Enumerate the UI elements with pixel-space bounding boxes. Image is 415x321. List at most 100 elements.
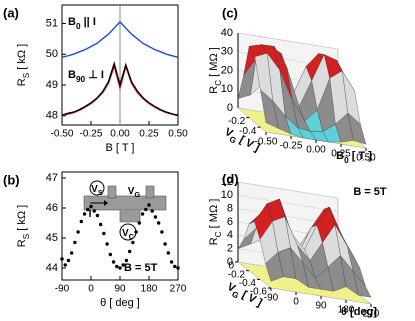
- text-part: R: [16, 78, 28, 86]
- grid-line: [237, 195, 339, 212]
- x-tick-label: 90: [315, 301, 327, 312]
- text-part: || I: [81, 16, 96, 28]
- x-axis-label: θ [ deg ]: [100, 297, 140, 309]
- text-part: 0: [344, 156, 349, 165]
- y-tick-label: 44: [46, 262, 58, 274]
- z-tick-label: 30: [221, 46, 233, 58]
- z-tick-label: 8: [227, 203, 233, 215]
- y-tick-label: 0: [228, 261, 234, 272]
- data-point: [69, 251, 74, 255]
- y-axis-label: RS [ kΩ ]: [16, 44, 31, 86]
- data-point: [98, 222, 103, 227]
- text-part: [ MΩ ]: [208, 47, 220, 80]
- z-tick-label: 12: [221, 176, 233, 188]
- x-tick-label: 0.25: [139, 129, 159, 140]
- y-tick-label: 48: [46, 110, 58, 122]
- x-tick-label: 270: [170, 284, 187, 295]
- x-tick-label: -0.25: [80, 129, 103, 140]
- data-point: [137, 221, 142, 225]
- device-lead: [145, 185, 155, 199]
- inset-label: I: [89, 209, 92, 220]
- text-part: G: [134, 190, 140, 199]
- x-tick-label: 0.25: [331, 149, 351, 160]
- inset-label: VC: [122, 228, 135, 242]
- data-point: [124, 258, 129, 263]
- data-point: [105, 242, 109, 246]
- data-point: [118, 266, 122, 270]
- text-part: R: [208, 237, 220, 245]
- y-tick-label: -0.2: [228, 269, 246, 280]
- z-tick-label: 10: [221, 189, 233, 201]
- y-tick-label: 51: [46, 17, 58, 29]
- text-part: [ kΩ ]: [16, 44, 28, 73]
- surface-cell: [347, 112, 367, 145]
- x-tick-label: -0.50: [255, 137, 278, 148]
- z-tick-label: 4: [227, 229, 233, 241]
- x-tick-label: 0.50: [356, 153, 376, 164]
- y-tick-label: -0.2: [228, 116, 246, 127]
- text-part: S: [22, 72, 31, 78]
- data-point: [86, 207, 90, 212]
- data-line: [61, 61, 179, 116]
- data-line: [61, 20, 179, 58]
- z-tick-label: 40: [221, 27, 233, 39]
- device-gate: [119, 210, 141, 223]
- data-point: [153, 215, 158, 219]
- y-tick-label: -0.4: [239, 126, 257, 137]
- data-point: [156, 221, 161, 225]
- text-part: 0: [76, 22, 81, 31]
- data-point: [127, 249, 132, 254]
- text-part: R: [16, 239, 28, 247]
- y-tick-label: -0.4: [239, 278, 257, 289]
- data-point: [73, 240, 77, 245]
- text-part: [ T ]: [349, 150, 373, 162]
- x-tick-label: 180: [338, 305, 355, 316]
- data-point: [150, 209, 154, 213]
- panel-label: (d): [222, 171, 239, 186]
- panel-label: (b): [3, 172, 20, 187]
- x-tick-label: 0: [293, 297, 299, 308]
- z-tick-label: 20: [221, 64, 233, 76]
- data-point: [76, 230, 80, 234]
- z-tick-label: 2: [227, 243, 233, 255]
- inset-diagram: [83, 180, 167, 241]
- data-point: [140, 212, 145, 216]
- y-tick-label: 45: [46, 232, 58, 244]
- inset-label: VG: [128, 186, 141, 200]
- annotation: B90 ⊥ I: [68, 69, 104, 84]
- data-point: [63, 263, 67, 267]
- data-point: [160, 230, 164, 234]
- z-axis-label: RC [ MΩ ]: [208, 199, 223, 246]
- data-point: [176, 266, 180, 270]
- text-part: ⊥ I: [85, 69, 104, 81]
- data-point: [134, 230, 138, 234]
- text-part: G: [228, 134, 238, 145]
- text-part: R: [208, 86, 220, 94]
- z-axis-label: RC [ MΩ ]: [208, 47, 223, 94]
- text-part: V: [91, 184, 98, 195]
- text-part: G: [230, 289, 240, 300]
- device-lead: [107, 185, 117, 199]
- text-part: C: [129, 232, 135, 241]
- text-part: S: [98, 188, 103, 197]
- plot-frame: [61, 171, 179, 281]
- x-tick-label: 0.00: [110, 129, 130, 140]
- text-part: C: [214, 80, 223, 86]
- data-point: [173, 264, 177, 269]
- text-part: [ kΩ ]: [16, 205, 28, 234]
- z-tick-label: 6: [227, 216, 233, 228]
- z-tick-label: 0: [227, 102, 233, 114]
- data-point: [131, 240, 135, 245]
- text-part: V: [122, 228, 129, 239]
- y-tick-label: 50: [46, 48, 58, 60]
- data-point: [79, 219, 84, 224]
- data-point: [89, 204, 93, 209]
- x-tick-label: -90: [55, 284, 70, 295]
- x-axis-label: θ [deg]: [341, 306, 377, 318]
- y-tick-label: 46: [46, 202, 58, 214]
- data-point: [108, 252, 113, 257]
- text-part: B: [336, 150, 344, 162]
- data-point: [66, 258, 71, 263]
- surface-cell: [352, 270, 372, 298]
